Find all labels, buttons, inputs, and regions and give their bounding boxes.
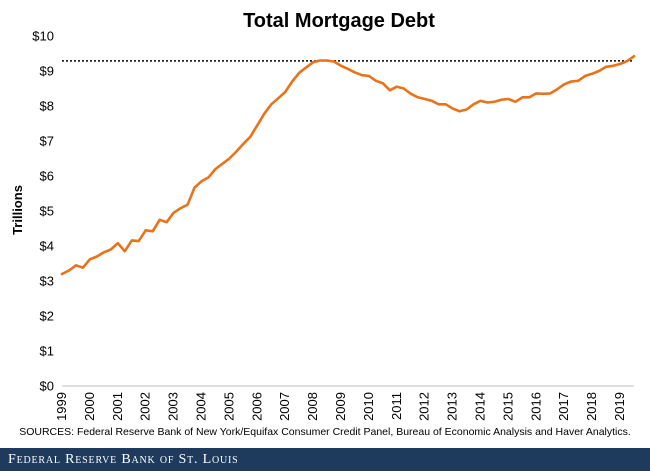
x-tick-label: 2007 <box>277 392 292 421</box>
x-tick-label: 2015 <box>500 392 515 421</box>
x-tick-label: 2010 <box>361 392 376 421</box>
y-tick-label: $2 <box>40 309 54 324</box>
chart-title: Total Mortgage Debt <box>243 10 435 32</box>
x-tick-label: 2017 <box>556 392 571 421</box>
x-tick-label: 2000 <box>82 392 97 421</box>
x-tick-label: 2009 <box>333 392 348 421</box>
x-tick-label: 2006 <box>249 392 264 421</box>
y-tick-label: $9 <box>40 64 54 79</box>
x-tick-label: 2019 <box>612 392 627 421</box>
x-tick-label: 2003 <box>166 392 181 421</box>
x-tick-label: 2005 <box>221 392 236 421</box>
x-tick-label: 2011 <box>389 392 404 420</box>
y-tick-label: $6 <box>40 169 54 184</box>
x-tick-label: 2001 <box>110 392 125 421</box>
x-tick-label: 2008 <box>305 392 320 421</box>
x-tick-label: 2002 <box>138 392 153 421</box>
y-tick-label: $5 <box>40 204 54 219</box>
x-tick-label: 1999 <box>54 392 69 421</box>
y-tick-label: $1 <box>40 344 54 359</box>
x-tick-label: 2016 <box>528 392 543 421</box>
y-tick-label: $7 <box>40 134 54 149</box>
x-tick-label: 2018 <box>584 392 599 421</box>
y-tick-label: $3 <box>40 274 54 289</box>
chart: Total Mortgage Debt Trillions $0 $1 $2 $3 $4… <box>10 10 636 421</box>
x-tick-label: 2014 <box>473 392 488 421</box>
x-tick-label: 2012 <box>417 392 432 421</box>
y-axis-label: Trillions <box>10 185 25 235</box>
series-line <box>60 55 636 276</box>
y-tick-label: $10 <box>32 29 54 44</box>
y-tick-label: $8 <box>40 99 54 114</box>
y-tick-label: $4 <box>40 239 54 254</box>
footer-bar: Federal Reserve Bank of St. Louis <box>0 448 650 471</box>
y-tick-label: $0 <box>40 379 54 394</box>
x-tick-label: 2004 <box>194 392 209 421</box>
footer-logo-text: Federal Reserve Bank of St. Louis <box>8 452 239 467</box>
sources-note: SOURCES: Federal Reserve Bank of New Yor… <box>19 426 631 438</box>
x-tick-label: 2013 <box>445 392 460 421</box>
